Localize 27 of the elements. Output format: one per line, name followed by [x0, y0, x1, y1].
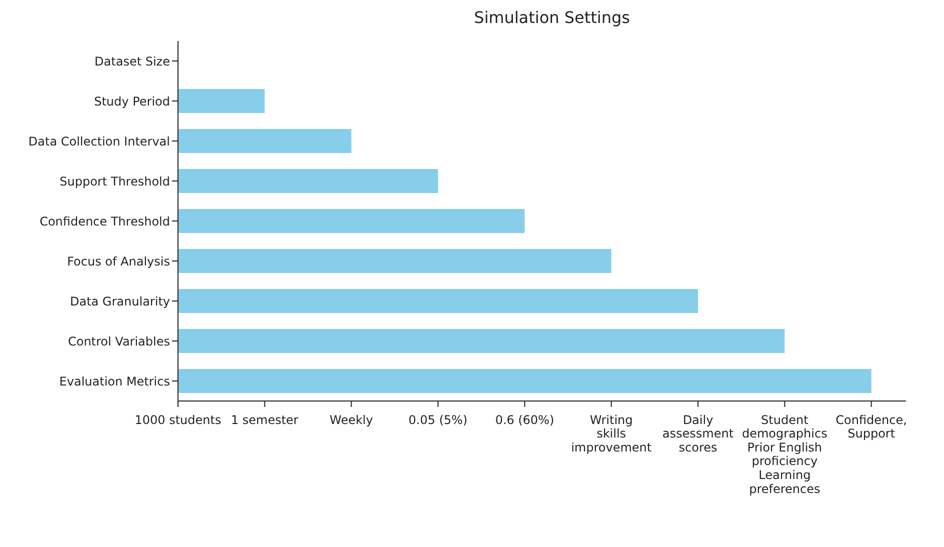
text: Confidence, Support: [836, 412, 907, 441]
text: 1 semester: [230, 412, 298, 427]
bar: [178, 89, 265, 113]
bar: [178, 369, 872, 393]
bar: [178, 129, 352, 153]
y-tick-label: Focus of Analysis: [67, 254, 170, 268]
chart-title: Simulation Settings: [473, 8, 631, 27]
y-tick-label: Dataset Size: [94, 54, 170, 68]
text: Daily assessment scores: [662, 412, 734, 454]
text: Writing skills improvement: [571, 412, 652, 454]
bar: [178, 289, 698, 313]
text: 0.6 (60%): [495, 412, 554, 427]
bar: [178, 249, 612, 273]
text: Weekly: [330, 412, 373, 427]
bar: [178, 209, 525, 233]
bar: [178, 169, 438, 193]
text: 0.05 (5%): [408, 412, 468, 427]
bar: [178, 329, 785, 353]
y-tick-label: Evaluation Metrics: [59, 374, 170, 388]
y-tick-label: Data Granularity: [70, 294, 170, 308]
text: 1000 students: [134, 412, 222, 427]
y-tick-label: Data Collection Interval: [28, 134, 170, 148]
text: Student demographics Prior English proficiency Learning preferences: [742, 412, 828, 496]
y-tick-label: Control Variables: [68, 334, 170, 348]
y-tick-label: Confidence Threshold: [40, 214, 170, 228]
y-tick-label: Study Period: [94, 94, 170, 108]
y-tick-label: Support Threshold: [60, 174, 170, 188]
